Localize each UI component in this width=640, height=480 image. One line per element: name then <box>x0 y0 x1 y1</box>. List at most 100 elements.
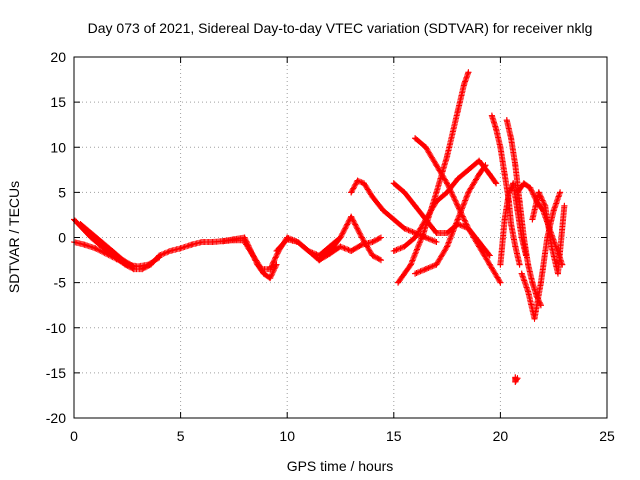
data-point <box>273 248 280 255</box>
data-point <box>454 108 461 115</box>
data-point <box>444 153 451 160</box>
data-point <box>407 261 414 268</box>
x-tick-label: 25 <box>599 428 615 444</box>
data-point <box>433 261 440 268</box>
data-point <box>520 180 527 187</box>
data-point <box>390 216 397 223</box>
data-point <box>510 180 517 187</box>
data-point <box>156 254 163 261</box>
data-point <box>188 241 195 248</box>
data-point <box>98 239 105 246</box>
data-point <box>316 257 323 264</box>
axes: 0 5 10 15 20 25 -20 -15 -10 -5 0 5 10 15 20 <box>46 49 615 444</box>
data-point <box>493 126 500 133</box>
y-tick-label: 0 <box>58 230 66 246</box>
data-point <box>369 239 376 246</box>
data-point <box>420 229 427 236</box>
data-point <box>465 166 472 173</box>
data-point <box>348 189 355 196</box>
data-point <box>505 189 512 196</box>
data-point <box>488 112 495 119</box>
data-point <box>454 216 461 223</box>
data-point <box>395 279 402 286</box>
data-point <box>503 117 510 124</box>
series-track-16 <box>503 117 544 309</box>
data-point <box>412 234 419 241</box>
data-point <box>337 234 344 241</box>
data-point <box>422 144 429 151</box>
data-point <box>401 243 408 250</box>
data-point <box>166 248 173 255</box>
data-point <box>501 171 508 178</box>
data-point <box>130 263 137 270</box>
data-point <box>465 189 472 196</box>
data-point <box>529 216 536 223</box>
data-point <box>482 162 489 169</box>
data-point <box>390 180 397 187</box>
data-point <box>267 275 274 282</box>
x-axis-label: GPS time / hours <box>287 458 394 474</box>
data-point <box>512 243 519 250</box>
x-tick-label: 10 <box>279 428 295 444</box>
data-point <box>493 180 500 187</box>
series-track-11 <box>390 157 500 255</box>
x-tick-label: 5 <box>177 428 185 444</box>
data-point <box>102 250 109 257</box>
x-tick-label: 20 <box>493 428 509 444</box>
data-point <box>294 239 301 246</box>
data-point <box>501 216 508 223</box>
data-point <box>250 252 257 259</box>
series-track-12 <box>412 135 504 286</box>
data-point <box>486 252 493 259</box>
data-point <box>412 270 419 277</box>
data-point <box>514 189 521 196</box>
data-marks <box>71 69 568 385</box>
series-track-13 <box>412 162 489 277</box>
data-point <box>198 239 205 246</box>
x-tick-label: 15 <box>386 428 402 444</box>
data-point <box>537 302 544 309</box>
series-track-19 <box>529 189 568 277</box>
data-point <box>77 220 84 227</box>
data-point <box>433 198 440 205</box>
data-point <box>177 245 184 252</box>
series-track-14 <box>488 112 523 268</box>
data-point <box>360 180 367 187</box>
y-tick-label: -10 <box>46 320 66 336</box>
data-point <box>512 162 519 169</box>
data-point <box>518 270 525 277</box>
data-point <box>401 225 408 232</box>
data-point <box>241 239 248 246</box>
data-point <box>531 315 538 322</box>
data-point <box>354 177 361 184</box>
data-point <box>486 261 493 268</box>
data-point <box>525 261 532 268</box>
data-point <box>109 248 116 255</box>
data-point <box>520 234 527 241</box>
data-point <box>535 189 542 196</box>
data-point <box>81 241 88 248</box>
y-tick-label: -20 <box>46 410 66 426</box>
data-point <box>542 202 549 209</box>
y-tick-label: 20 <box>50 49 66 65</box>
data-point <box>512 378 519 385</box>
y-tick-label: -5 <box>54 275 67 291</box>
data-point <box>537 279 544 286</box>
series-track-20 <box>512 374 521 385</box>
data-point <box>120 257 127 264</box>
data-point <box>454 202 461 209</box>
y-tick-label: 15 <box>50 94 66 110</box>
data-point <box>461 81 468 88</box>
data-point <box>433 189 440 196</box>
data-point <box>92 245 99 252</box>
data-point <box>412 202 419 209</box>
data-point <box>508 135 515 142</box>
data-point <box>444 229 451 236</box>
data-point <box>369 193 376 200</box>
data-point <box>378 257 385 264</box>
data-point <box>465 225 472 232</box>
chart-title: Day 073 of 2021, Sidereal Day-to-day VTE… <box>88 20 593 36</box>
data-point <box>326 250 333 257</box>
data-point <box>554 270 561 277</box>
